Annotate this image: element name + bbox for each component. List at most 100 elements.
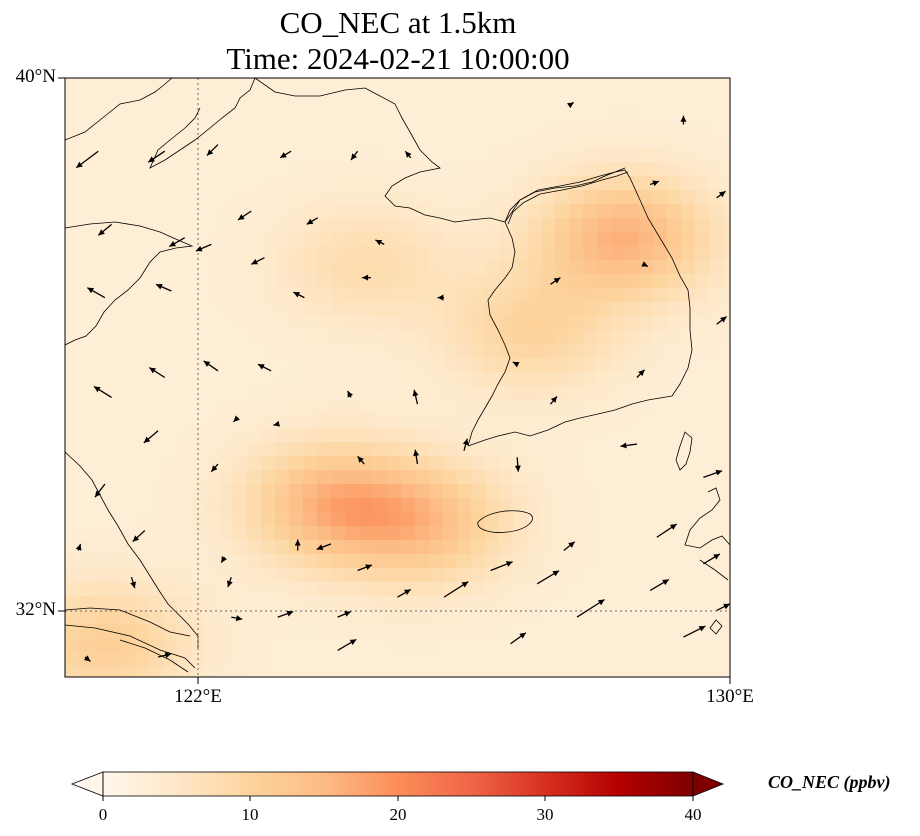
- field-cell: [527, 232, 542, 247]
- field-cell: [149, 78, 164, 93]
- wind-arrow: [147, 150, 166, 163]
- field-cell: [513, 526, 528, 541]
- field-cell: [317, 288, 332, 303]
- field-cell: [443, 386, 458, 401]
- field-cell: [219, 148, 234, 163]
- field-cell: [583, 120, 598, 135]
- field-cell: [149, 568, 164, 583]
- field-cell: [513, 260, 528, 275]
- field-cell: [331, 666, 346, 677]
- field-cell: [499, 246, 514, 261]
- map-plot-area[interactable]: [65, 78, 738, 681]
- field-cell: [373, 526, 388, 541]
- field-cell: [345, 624, 360, 639]
- field-cell: [247, 260, 262, 275]
- field-cell: [373, 624, 388, 639]
- field-cell: [667, 288, 682, 303]
- field-cell: [387, 484, 402, 499]
- field-cell: [513, 666, 528, 677]
- field-cell: [583, 568, 598, 583]
- field-cell: [667, 456, 682, 471]
- field-cell: [555, 554, 570, 569]
- field-cell: [177, 540, 192, 555]
- field-cell: [219, 218, 234, 233]
- wind-arrow: [649, 578, 670, 592]
- field-cell: [653, 596, 668, 611]
- field-cell: [471, 218, 486, 233]
- field-cell: [653, 498, 668, 513]
- field-cell: [639, 638, 654, 653]
- field-cell: [233, 288, 248, 303]
- field-cell: [681, 176, 696, 191]
- field-cell: [163, 246, 178, 261]
- field-cell: [135, 148, 150, 163]
- field-cell: [583, 540, 598, 555]
- field-cell: [289, 456, 304, 471]
- field-cell: [499, 624, 514, 639]
- field-cell: [527, 610, 542, 625]
- field-cell: [177, 218, 192, 233]
- field-cell: [611, 596, 626, 611]
- field-cell: [247, 162, 262, 177]
- field-cell: [695, 456, 710, 471]
- field-cell: [93, 134, 108, 149]
- field-cell: [387, 512, 402, 527]
- field-cell: [261, 218, 276, 233]
- field-cell: [247, 274, 262, 289]
- field-cell: [639, 260, 654, 275]
- field-cell: [289, 386, 304, 401]
- field-cell: [345, 260, 360, 275]
- field-cell: [555, 666, 570, 677]
- field-cell: [541, 302, 556, 317]
- field-cell: [723, 484, 730, 499]
- field-cell: [65, 134, 80, 149]
- field-cell: [163, 120, 178, 135]
- wind-arrow: [237, 210, 252, 221]
- field-cell: [303, 428, 318, 443]
- field-cell: [513, 498, 528, 513]
- field-cell: [289, 232, 304, 247]
- field-cell: [373, 638, 388, 653]
- field-cell: [485, 176, 500, 191]
- field-cell: [373, 470, 388, 485]
- field-cell: [695, 358, 710, 373]
- wind-arrow: [316, 543, 332, 551]
- wind-arrow: [294, 539, 301, 551]
- field-cell: [611, 274, 626, 289]
- field-cell: [107, 232, 122, 247]
- field-cell: [233, 512, 248, 527]
- field-cell: [569, 78, 584, 93]
- field-cell: [205, 92, 220, 107]
- field-cell: [289, 344, 304, 359]
- field-cell: [177, 260, 192, 275]
- field-cell: [163, 540, 178, 555]
- field-cell: [65, 540, 80, 555]
- field-cell: [583, 624, 598, 639]
- field-cell: [681, 120, 696, 135]
- field-cell: [205, 484, 220, 499]
- field-cell: [653, 610, 668, 625]
- field-cell: [163, 498, 178, 513]
- field-cell: [177, 190, 192, 205]
- field-cell: [163, 526, 178, 541]
- field-cell: [121, 274, 136, 289]
- field-cell: [359, 568, 374, 583]
- field-cell: [555, 428, 570, 443]
- field-cell: [443, 106, 458, 121]
- field-cell: [233, 652, 248, 667]
- field-cell: [191, 358, 206, 373]
- field-cell: [387, 176, 402, 191]
- field-cell: [499, 92, 514, 107]
- field-cell: [443, 666, 458, 677]
- field-cell: [275, 638, 290, 653]
- field-cell: [611, 568, 626, 583]
- field-cell: [135, 302, 150, 317]
- field-cell: [681, 400, 696, 415]
- field-cell: [499, 414, 514, 429]
- field-cell: [597, 610, 612, 625]
- field-cell: [653, 386, 668, 401]
- field-cell: [373, 120, 388, 135]
- field-cell: [541, 428, 556, 443]
- field-cell: [583, 232, 598, 247]
- field-cell: [247, 134, 262, 149]
